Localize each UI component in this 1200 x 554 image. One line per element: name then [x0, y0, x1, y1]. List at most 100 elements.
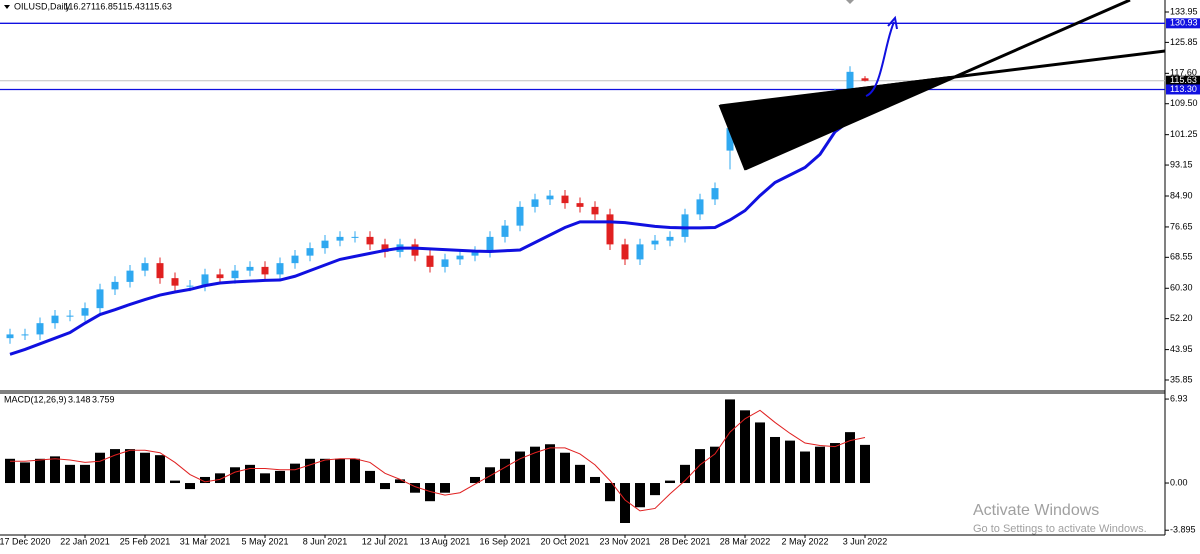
- macd-bar: [320, 458, 330, 484]
- x-tick-label: 28 Dec 2021: [659, 536, 710, 546]
- macd-bar: [635, 483, 645, 508]
- macd-bar: [470, 476, 480, 484]
- macd-bar: [20, 462, 30, 484]
- macd-bar: [590, 476, 600, 484]
- candle-body: [36, 323, 44, 335]
- candle-body: [51, 315, 59, 324]
- header-high: 116.85: [91, 1, 118, 11]
- candle-body: [306, 248, 314, 256]
- candle-body: [501, 225, 509, 237]
- y-tick-label: 84.90: [1170, 190, 1193, 200]
- header-open: 116.27: [64, 1, 91, 11]
- candle-body: [171, 278, 179, 286]
- macd-bar: [485, 467, 495, 484]
- y-tick-label: 117.60: [1170, 68, 1197, 78]
- macd-name: MACD(12,26,9): [4, 394, 67, 404]
- macd-bar: [185, 483, 195, 490]
- macd-bar: [305, 458, 315, 484]
- y-tick-label: 6.93: [1170, 393, 1188, 403]
- macd-bar: [275, 470, 285, 484]
- x-tick-label: 31 Mar 2021: [180, 536, 231, 546]
- candle-body: [186, 285, 194, 287]
- macd-bar: [410, 483, 420, 493]
- watermark-subtitle: Go to Settings to activate Windows.: [973, 523, 1147, 535]
- price-box: [1166, 75, 1200, 86]
- macd-value: 3.148: [68, 394, 91, 404]
- candle-body: [666, 236, 674, 241]
- macd-bar: [620, 483, 630, 524]
- macd-bar: [800, 451, 810, 484]
- macd-bar: [365, 470, 375, 484]
- macd-bar: [260, 473, 270, 484]
- macd-bar: [770, 436, 780, 484]
- x-tick-label: 5 May 2021: [241, 536, 288, 546]
- macd-bar: [740, 410, 750, 484]
- level-label: 130.93: [1170, 18, 1198, 28]
- macd-bar: [170, 480, 180, 484]
- macd-bar: [755, 422, 765, 484]
- x-tick-label: 23 Nov 2021: [599, 536, 650, 546]
- macd-bar: [830, 443, 840, 484]
- macd-bar: [350, 458, 360, 484]
- candle-body: [696, 199, 704, 215]
- candle-body: [111, 281, 119, 290]
- candle-body: [246, 266, 254, 271]
- candle-body: [636, 244, 644, 260]
- macd-bar: [50, 456, 60, 484]
- y-tick-label: 43.95: [1170, 344, 1193, 354]
- y-tick-label: 133.95: [1170, 6, 1198, 16]
- x-tick-label: 28 Mar 2022: [720, 536, 771, 546]
- candle-body: [711, 188, 719, 200]
- y-tick-label: 68.55: [1170, 252, 1193, 262]
- candle-body: [156, 263, 164, 279]
- candle-body: [591, 206, 599, 215]
- macd-bar: [575, 464, 585, 484]
- candle-body: [21, 334, 29, 336]
- x-tick-label: 12 Jul 2021: [362, 536, 409, 546]
- y-tick-label: 52.20: [1170, 313, 1193, 323]
- macd-bar: [155, 455, 165, 484]
- x-tick-label: 2 May 2022: [781, 536, 828, 546]
- header-low: 115.43: [118, 1, 145, 11]
- signal-value: 3.759: [92, 394, 115, 404]
- candle-body: [456, 255, 464, 260]
- macd-bar: [605, 483, 615, 502]
- y-tick-label: 35.85: [1170, 374, 1193, 384]
- candle-body: [66, 315, 74, 317]
- candle-body: [261, 266, 269, 275]
- macd-bar: [140, 452, 150, 484]
- scroll-marker: [846, 0, 854, 4]
- y-tick-label: 76.65: [1170, 221, 1193, 231]
- macd-bar: [680, 464, 690, 484]
- macd-bar: [200, 476, 210, 484]
- macd-bar: [230, 467, 240, 484]
- symbol: OILUSD,Daily: [14, 1, 71, 11]
- candle-body: [531, 199, 539, 207]
- candle-body: [351, 236, 359, 238]
- macd-bar: [245, 464, 255, 484]
- candle-body: [576, 203, 584, 207]
- candle-body: [231, 270, 239, 279]
- candle-body: [471, 251, 479, 256]
- forecast-arrow: [865, 21, 895, 97]
- macd-bar: [500, 458, 510, 484]
- watermark-title: Activate Windows: [973, 502, 1099, 519]
- candle-body: [561, 195, 569, 204]
- candle-body: [411, 244, 419, 256]
- macd-bar: [785, 440, 795, 484]
- candle-body: [216, 274, 224, 279]
- candle-body: [201, 274, 209, 286]
- y-tick-label: 109.50: [1170, 98, 1198, 108]
- candle-body: [606, 214, 614, 245]
- trend-line: [719, 49, 1166, 108]
- candle-body: [516, 206, 524, 226]
- candle-body: [96, 289, 104, 309]
- marks: 35.85 43.95 52.20 60.30 68.55 76.65 84.90 93.15…: [0, 6, 1200, 546]
- candle-body: [336, 236, 344, 241]
- menu-icon: [4, 5, 10, 9]
- candle-body: [6, 334, 14, 339]
- candle-body: [426, 255, 434, 267]
- macd-bar: [515, 451, 525, 484]
- x-tick-label: 20 Oct 2021: [540, 536, 589, 546]
